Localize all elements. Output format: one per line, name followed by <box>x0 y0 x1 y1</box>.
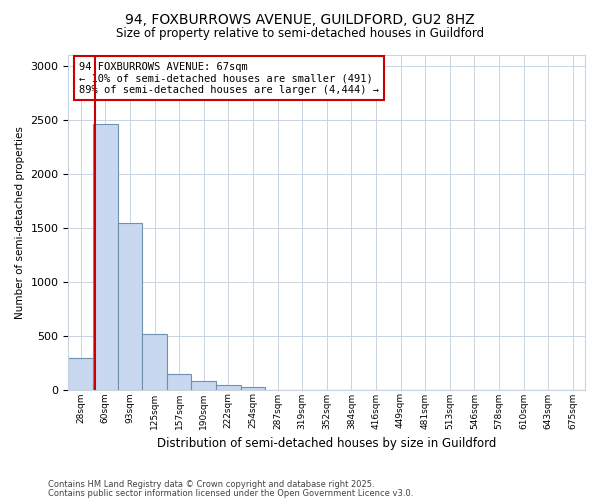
Bar <box>118 224 142 390</box>
Text: 94, FOXBURROWS AVENUE, GUILDFORD, GU2 8HZ: 94, FOXBURROWS AVENUE, GUILDFORD, GU2 8H… <box>125 12 475 26</box>
Bar <box>93 124 118 390</box>
Bar <box>167 374 191 390</box>
Bar <box>216 385 241 390</box>
Bar <box>68 358 93 390</box>
Text: 94 FOXBURROWS AVENUE: 67sqm
← 10% of semi-detached houses are smaller (491)
89% : 94 FOXBURROWS AVENUE: 67sqm ← 10% of sem… <box>79 62 379 95</box>
Text: Size of property relative to semi-detached houses in Guildford: Size of property relative to semi-detach… <box>116 28 484 40</box>
X-axis label: Distribution of semi-detached houses by size in Guildford: Distribution of semi-detached houses by … <box>157 437 496 450</box>
Bar <box>191 382 216 390</box>
Text: Contains HM Land Registry data © Crown copyright and database right 2025.: Contains HM Land Registry data © Crown c… <box>48 480 374 489</box>
Bar <box>142 334 167 390</box>
Y-axis label: Number of semi-detached properties: Number of semi-detached properties <box>15 126 25 318</box>
Bar <box>241 388 265 390</box>
Text: Contains public sector information licensed under the Open Government Licence v3: Contains public sector information licen… <box>48 488 413 498</box>
